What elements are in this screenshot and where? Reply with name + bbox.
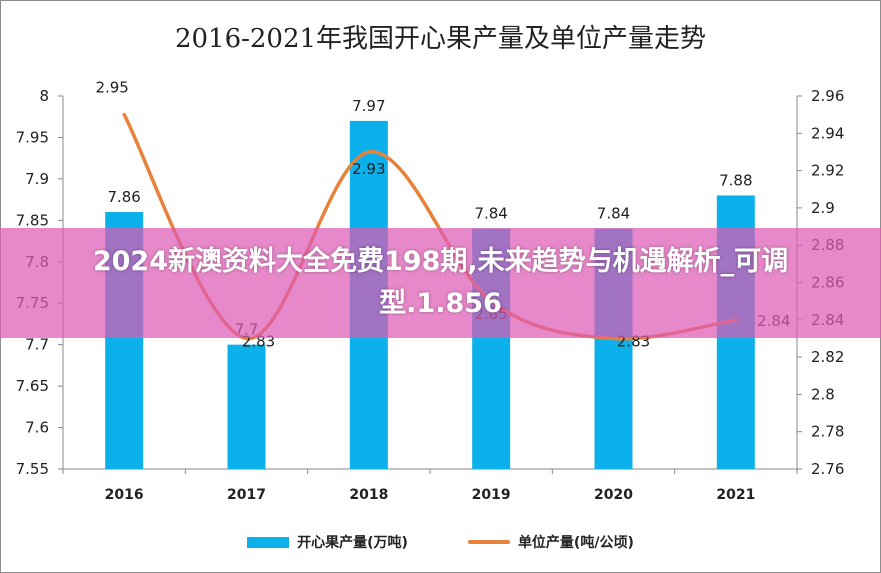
left-tick-label: 7.65: [16, 377, 49, 395]
right-tick-label: 2.96: [811, 87, 844, 105]
bar-data-label: 7.88: [719, 171, 752, 189]
right-tick-label: 2.9: [811, 199, 835, 217]
left-tick-label: 7.9: [25, 170, 49, 188]
legend-swatch-line: [467, 540, 510, 544]
left-tick-label: 7.6: [25, 419, 49, 437]
legend-label-line: 单位产量(吨/公顷): [517, 535, 634, 551]
right-tick-label: 2.76: [811, 460, 844, 478]
right-tick-label: 2.82: [811, 348, 844, 366]
line-data-label: 2.95: [95, 79, 128, 97]
left-tick-label: 8: [39, 87, 49, 105]
chart-legend: 开心果产量(万吨) 单位产量(吨/公顷): [0, 530, 881, 554]
x-tick-label: 2019: [472, 487, 511, 503]
left-tick-label: 7.7: [25, 336, 49, 354]
x-tick-label: 2017: [227, 487, 266, 503]
line-data-label: 2.93: [352, 160, 385, 178]
bar-data-label: 7.97: [352, 97, 385, 115]
x-tick-label: 2016: [105, 487, 144, 503]
right-tick-label: 2.8: [811, 385, 835, 403]
x-tick-label: 2021: [716, 487, 755, 503]
watermark-text: 2024新澳资料大全免费198期,未来趋势与机遇解析_可调型.1.856: [92, 246, 789, 319]
left-tick-label: 7.55: [16, 460, 49, 478]
bar-data-label: 7.84: [597, 205, 630, 223]
legend-item-line: 单位产量(吨/公顷): [467, 532, 634, 552]
legend-label-bar: 开心果产量(万吨): [297, 535, 408, 551]
left-tick-label: 7.85: [16, 211, 49, 229]
bar-2017: [227, 344, 266, 469]
watermark-banner: 2024新澳资料大全免费198期,未来趋势与机遇解析_可调型.1.856: [0, 228, 881, 338]
right-tick-label: 2.78: [811, 423, 844, 441]
bar-data-label: 7.86: [107, 188, 140, 206]
x-tick-label: 2020: [594, 487, 633, 503]
legend-item-bar: 开心果产量(万吨): [247, 532, 408, 552]
right-tick-label: 2.94: [811, 124, 844, 142]
legend-swatch-bar: [247, 536, 290, 548]
chart-title: 2016-2021年我国开心果产量及单位产量走势: [174, 24, 707, 54]
left-tick-label: 7.95: [16, 128, 49, 146]
x-tick-label: 2018: [349, 487, 388, 503]
right-tick-label: 2.92: [811, 162, 844, 180]
bar-data-label: 7.84: [474, 205, 507, 223]
